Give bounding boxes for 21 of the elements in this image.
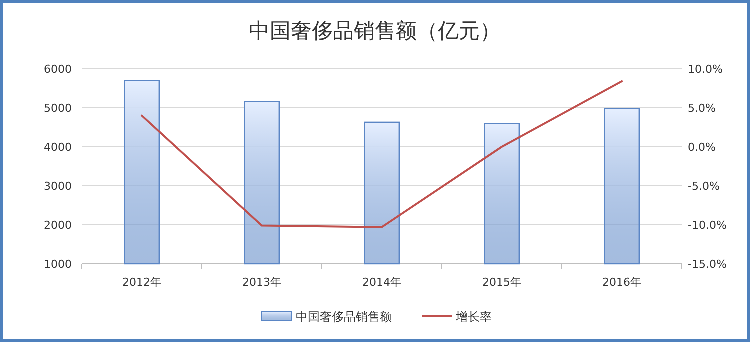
y2-tick-label: 5.0%	[688, 102, 716, 115]
y-tick-label: 5000	[44, 102, 72, 115]
chart-title: 中国奢侈品销售额（亿元）	[249, 19, 501, 43]
y-tick-label: 2000	[44, 219, 72, 232]
y2-tick-label: -5.0%	[688, 180, 720, 193]
line-series	[141, 80, 623, 228]
y2-tick-label: -15.0%	[688, 258, 727, 271]
y2-tick-label: 10.0%	[688, 63, 723, 76]
x-tick-label: 2014年	[362, 276, 402, 289]
x-tick-label: 2015年	[482, 276, 522, 289]
y2-tick-label: 0.0%	[688, 141, 716, 154]
x-tick-label: 2013年	[242, 276, 282, 289]
legend-label: 中国奢侈品销售额	[296, 310, 392, 324]
y-tick-label: 4000	[44, 141, 72, 154]
y2-tick-label: -10.0%	[688, 219, 727, 232]
x-tick-label: 2012年	[122, 276, 162, 289]
y-tick-label: 6000	[44, 63, 72, 76]
x-tick-label: 2016年	[602, 276, 642, 289]
y-tick-label: 3000	[44, 180, 72, 193]
y-tick-label: 1000	[44, 258, 72, 271]
legend-label: 增长率	[455, 310, 492, 324]
